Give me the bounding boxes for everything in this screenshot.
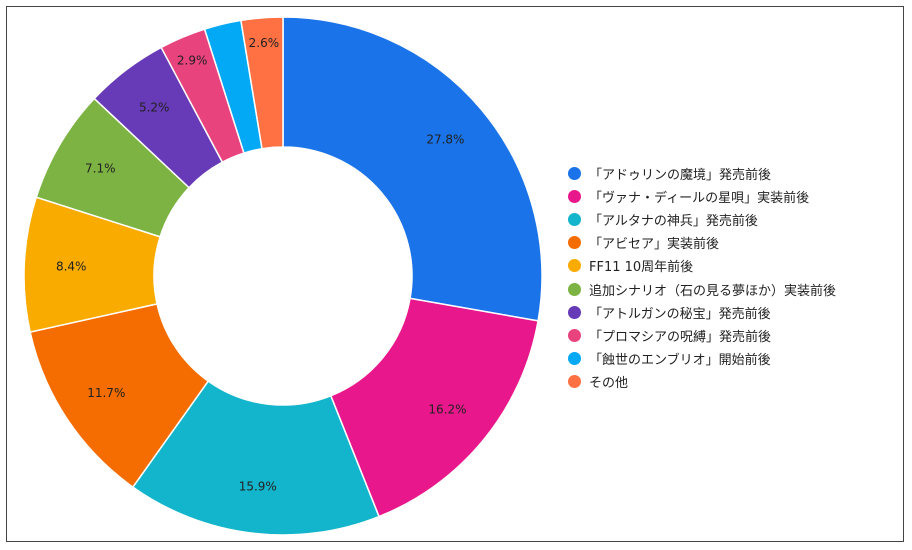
- slice-label-6: 5.2%: [139, 101, 170, 115]
- legend-label: その他: [589, 375, 629, 391]
- slice-label-0: 27.8%: [426, 133, 464, 147]
- legend-item-8: 「蝕世のエンブリオ」開始前後: [568, 347, 836, 370]
- slice-0: [282, 16, 543, 322]
- legend-item-5: 追加シナリオ（石の見る夢ほか）実装前後: [568, 277, 836, 300]
- legend-swatch-icon: [568, 190, 581, 204]
- legend-swatch-icon: [568, 167, 581, 181]
- legend-swatch-icon: [568, 351, 581, 365]
- slice-label-1: 16.2%: [428, 403, 466, 417]
- slice-label-7: 2.9%: [177, 53, 208, 67]
- slice-label-4: 8.4%: [56, 259, 87, 273]
- legend-swatch-icon: [568, 259, 581, 273]
- legend-label: 「ヴァナ・ディールの星唄」実装前後: [589, 191, 810, 207]
- slice-label-5: 7.1%: [85, 161, 116, 175]
- legend-label: 追加シナリオ（石の見る夢ほか）実装前後: [589, 283, 837, 299]
- legend-swatch-icon: [568, 328, 581, 342]
- legend-label: 「プロマシアの呪縛」発売前後: [589, 329, 772, 345]
- slice-label-3: 11.7%: [87, 386, 125, 400]
- legend-item-6: 「アトルガンの秘宝」発売前後: [568, 301, 836, 324]
- slice-1: [329, 297, 539, 518]
- legend-swatch-icon: [568, 305, 581, 319]
- legend-item-9: その他: [568, 370, 836, 393]
- legend-label: 「蝕世のエンブリオ」開始前後: [589, 352, 771, 368]
- legend-item-3: 「アビセア」実装前後: [568, 231, 836, 254]
- slice-label-2: 15.9%: [239, 479, 277, 493]
- legend-swatch-icon: [568, 213, 581, 227]
- legend-swatch-icon: [568, 374, 581, 388]
- legend-item-2: 「アルタナの神兵」発売前後: [568, 208, 836, 231]
- chart-legend: 「アドゥリンの魔境」発売前後「ヴァナ・ディールの星唄」実装前後 「アルタナの神兵」…: [568, 162, 836, 393]
- legend-swatch-icon: [568, 282, 581, 296]
- legend-item-0: 「アドゥリンの魔境」発売前後: [568, 162, 836, 185]
- legend-item-7: 「プロマシアの呪縛」発売前後: [568, 324, 836, 347]
- slice-9: [240, 16, 284, 150]
- legend-label: FF11 10周年前後: [589, 260, 694, 276]
- legend-label: 「アドゥリンの魔境」発売前後: [589, 168, 772, 184]
- legend-label: 「アビセア」実装前後: [589, 237, 720, 253]
- legend-swatch-icon: [568, 236, 581, 250]
- legend-label: 「アルタナの神兵」発売前後: [589, 214, 758, 230]
- legend-item-4: FF11 10周年前後: [568, 254, 836, 277]
- legend-item-1: 「ヴァナ・ディールの星唄」実装前後: [568, 185, 836, 208]
- slice-2: [131, 380, 380, 536]
- legend-label: 「アトルガンの秘宝」発売前後: [589, 306, 771, 322]
- slice-label-9: 2.6%: [249, 36, 280, 50]
